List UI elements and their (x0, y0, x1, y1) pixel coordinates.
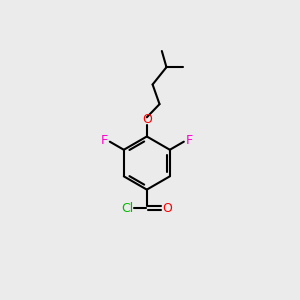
Text: O: O (163, 202, 172, 214)
Text: Cl: Cl (122, 202, 134, 214)
Text: F: F (186, 134, 193, 147)
Text: F: F (100, 134, 108, 147)
Text: O: O (142, 113, 152, 126)
